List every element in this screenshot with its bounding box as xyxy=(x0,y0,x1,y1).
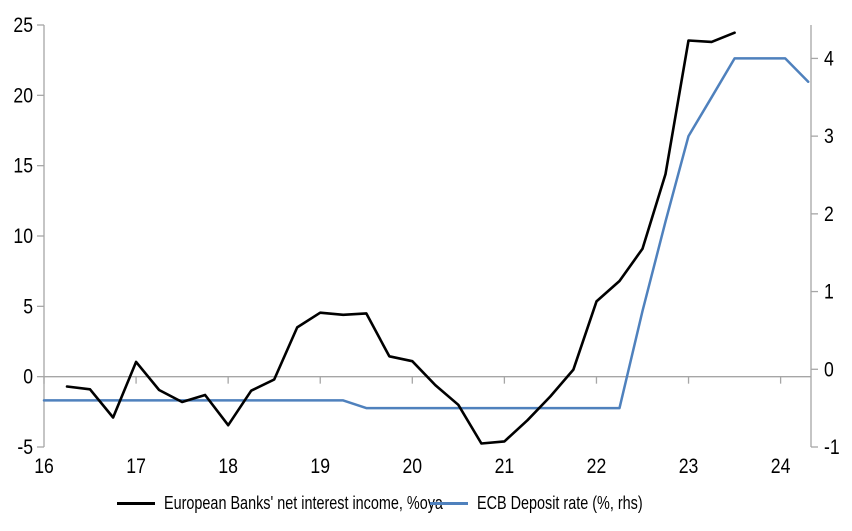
x-axis-tick-label: 18 xyxy=(218,455,238,479)
x-axis-tick-label: 21 xyxy=(495,455,515,479)
nii-legend-label: European Banks' net interest income, %oy… xyxy=(164,492,443,513)
nii-line xyxy=(65,31,736,445)
legend-item-ecb: ECB Deposit rate (%, rhs) xyxy=(430,491,684,515)
x-axis-tick-label: 16 xyxy=(34,455,54,479)
legend-item-nii: European Banks' net interest income, %oy… xyxy=(117,491,513,515)
left-axis-tick-label: -5 xyxy=(17,436,33,460)
right-axis-tick-label: -1 xyxy=(824,436,840,460)
right-axis-tick-label: 2 xyxy=(824,202,834,226)
x-axis-tick-label: 19 xyxy=(310,455,330,479)
ecb-deposit-rate-line xyxy=(42,57,810,410)
right-axis-tick-label: 0 xyxy=(824,358,834,382)
x-axis-tick-label: 20 xyxy=(403,455,423,479)
x-axis-tick-label: 22 xyxy=(587,455,607,479)
right-axis-tick-label: 4 xyxy=(824,47,834,71)
right-axis-tick-label: 3 xyxy=(824,125,834,149)
left-axis-tick-label: 20 xyxy=(13,84,33,108)
right-axis-tick-label: 1 xyxy=(824,280,834,304)
ecb-legend-label: ECB Deposit rate (%, rhs) xyxy=(477,492,643,513)
x-axis-tick-label: 24 xyxy=(771,455,791,479)
x-axis-tick-label: 17 xyxy=(126,455,146,479)
x-axis-tick-label: 23 xyxy=(679,455,699,479)
left-axis-tick-label: 0 xyxy=(23,365,33,389)
left-axis-tick-label: 10 xyxy=(13,225,33,249)
left-axis-tick-label: 15 xyxy=(13,154,33,178)
left-axis-tick-label: 5 xyxy=(23,295,33,319)
nii-line-swatch xyxy=(117,501,155,505)
ecb-line-swatch xyxy=(430,501,468,505)
left-axis-tick-label: 25 xyxy=(13,14,33,38)
